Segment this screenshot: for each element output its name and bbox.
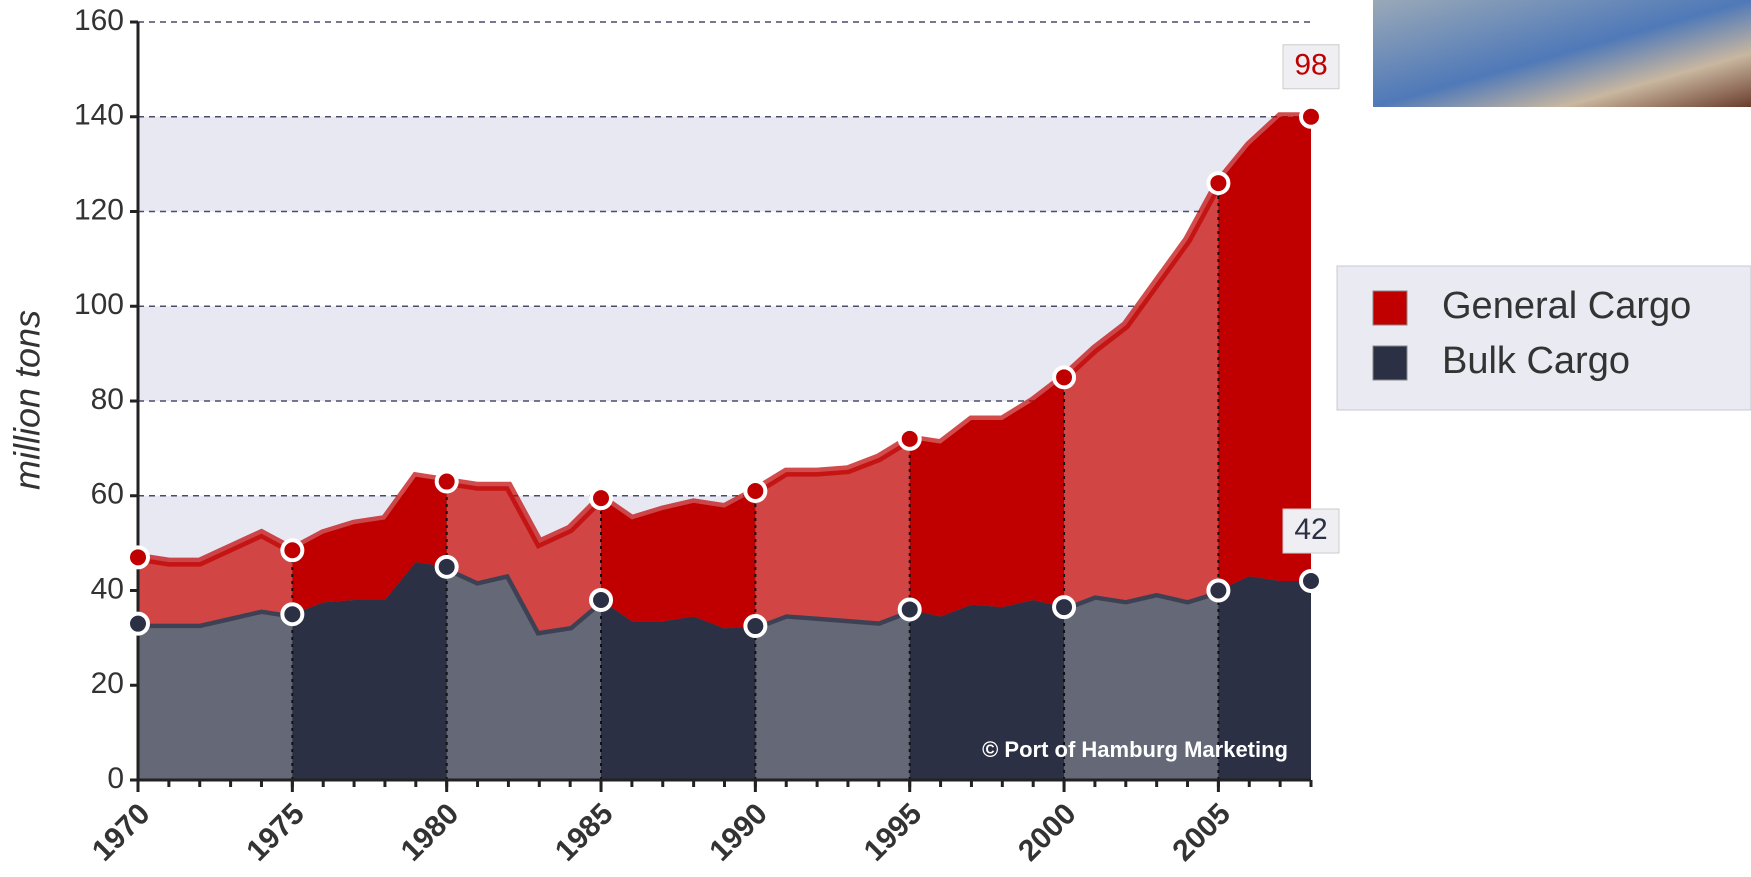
marker xyxy=(743,479,768,504)
x-tick-label: 1970 xyxy=(86,797,157,868)
area-edge xyxy=(137,112,1311,567)
y-tick-label: 120 xyxy=(74,193,124,226)
legend-label: General Cargo xyxy=(1442,285,1691,327)
legend-label: Bulk Cargo xyxy=(1442,340,1630,382)
y-tick-label: 140 xyxy=(74,99,124,132)
marker xyxy=(280,538,305,563)
area xyxy=(138,562,1311,780)
value-label-box xyxy=(1282,508,1340,554)
x-tick-label: 2005 xyxy=(1166,797,1237,868)
marker xyxy=(434,469,459,494)
marker xyxy=(589,486,614,511)
value-label: 42 xyxy=(1294,513,1327,546)
stripe xyxy=(138,116,1311,212)
area xyxy=(138,116,1311,631)
marker xyxy=(1299,104,1323,129)
legend-swatch xyxy=(1372,345,1408,381)
value-label-box xyxy=(1282,44,1340,90)
y-tick-label: 80 xyxy=(91,383,124,416)
y-tick-label: 160 xyxy=(74,4,124,37)
y-tick-label: 20 xyxy=(91,667,124,700)
marker xyxy=(434,554,459,579)
x-tick-label: 1975 xyxy=(240,797,311,868)
photo xyxy=(1373,0,1751,107)
x-tick-label: 2000 xyxy=(1012,797,1083,868)
y-tick-label: 0 xyxy=(107,762,124,795)
marker xyxy=(280,602,305,627)
marker xyxy=(1052,365,1077,390)
marker xyxy=(743,614,768,639)
marker xyxy=(126,611,150,636)
y-tick-label: 100 xyxy=(74,288,124,321)
x-tick-label: 1990 xyxy=(703,797,774,868)
areas xyxy=(137,112,1311,780)
y-tick-label: 40 xyxy=(91,572,124,605)
marker xyxy=(1052,595,1077,620)
legend-swatch xyxy=(1372,290,1408,326)
marker xyxy=(897,426,922,451)
y-axis-label: million tons xyxy=(7,310,48,490)
marker xyxy=(589,587,614,612)
marker xyxy=(1206,578,1231,603)
x-tick-label: 1985 xyxy=(549,797,620,868)
legend xyxy=(1336,265,1751,411)
x-tick-label: 1980 xyxy=(395,797,466,868)
y-tick-label: 60 xyxy=(91,478,124,511)
value-label: 98 xyxy=(1294,49,1327,82)
annotation: © Port of Hamburg Marketing xyxy=(982,737,1288,762)
marker xyxy=(1299,569,1323,594)
marker xyxy=(1206,171,1231,196)
marker xyxy=(126,545,150,570)
x-tick-label: 1995 xyxy=(858,797,929,868)
marker xyxy=(897,597,922,622)
